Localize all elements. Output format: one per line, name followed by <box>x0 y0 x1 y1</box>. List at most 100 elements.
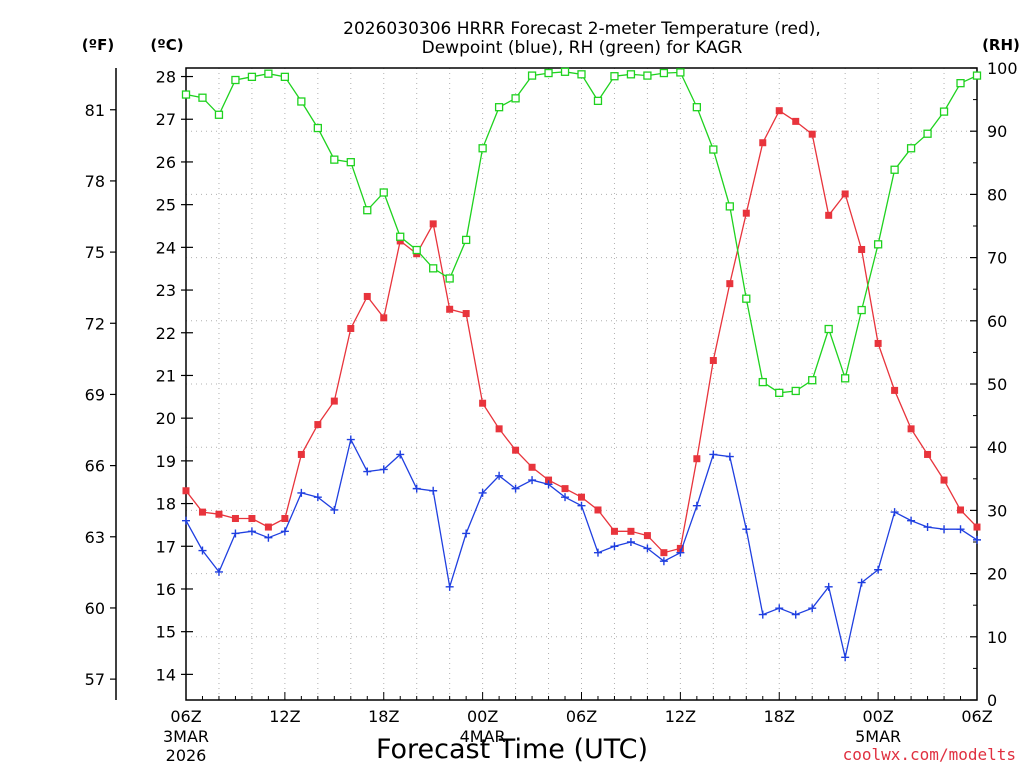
rh-point <box>676 68 685 77</box>
temperature-point <box>610 527 618 535</box>
chart-title-line1: 2026030306 HRRR Forecast 2-meter Tempera… <box>343 19 821 39</box>
temperature-point <box>561 485 569 493</box>
rh-point <box>461 235 471 245</box>
rh-tick-label: 20 <box>987 565 1007 584</box>
temperature-point <box>907 425 915 433</box>
dewpoint-point <box>626 538 635 546</box>
temperature-point <box>248 515 256 523</box>
dewpoint-point <box>742 525 751 534</box>
dewpoint-point <box>824 582 833 591</box>
fahrenheit-tick-label: 66 <box>85 457 105 476</box>
dewpoint-point <box>841 653 850 662</box>
dewpoint-point <box>593 548 602 557</box>
rh-point <box>560 67 570 76</box>
celsius-tick-label: 28 <box>156 68 176 87</box>
temperature-point <box>231 515 239 523</box>
celsius-tick-label: 23 <box>156 281 176 300</box>
rh-point <box>758 377 767 387</box>
rh-tick-label: 60 <box>987 312 1007 331</box>
rh-line <box>185 71 978 394</box>
x-tick-label: 18Z <box>368 707 399 726</box>
series-dewpoint <box>182 435 981 662</box>
tick-labels-layer: 14 15 16 17 18 19 20 21 22 23 24 25 26 27 28 57 60 63 66 69… <box>85 59 1018 765</box>
rh-point <box>775 388 784 397</box>
dewpoint-point <box>264 533 273 542</box>
x-year-label: 2026 <box>166 746 207 765</box>
temperature-point <box>528 463 536 471</box>
dewpoint-point <box>363 467 372 476</box>
dewpoint-point <box>396 450 405 459</box>
celsius-tick-label: 22 <box>156 324 176 343</box>
dewpoint-point <box>313 493 322 502</box>
rh-point <box>841 374 850 383</box>
dewpoint-point <box>412 484 421 493</box>
dewpoint-point <box>214 567 223 576</box>
temperature-point <box>578 493 585 501</box>
dewpoint-point <box>561 493 570 502</box>
dewpoint-point <box>577 501 586 510</box>
fahrenheit-tick-label: 69 <box>85 385 105 404</box>
rh-tick-label: 40 <box>987 438 1007 457</box>
rh-point <box>363 206 372 215</box>
rh-point <box>214 110 224 119</box>
x-tick-label: 00Z <box>467 707 498 726</box>
dewpoint-point <box>462 529 471 538</box>
celsius-tick-label: 21 <box>156 366 176 385</box>
rh-point <box>873 240 883 249</box>
rh-tick-label: 70 <box>987 249 1007 268</box>
temperature-point <box>643 532 651 540</box>
temperature-point <box>446 305 454 313</box>
temperature-point <box>627 527 635 535</box>
celsius-tick-label: 19 <box>156 452 176 471</box>
dewpoint-point <box>247 527 256 536</box>
series-temperature <box>182 107 981 557</box>
temperature-point <box>429 220 437 228</box>
dewpoint-point <box>973 535 981 544</box>
celsius-tick-label: 26 <box>156 153 176 172</box>
dewpoint-point <box>874 565 883 574</box>
dewpoint-point <box>676 548 685 557</box>
rh-point <box>396 232 405 241</box>
dewpoint-point <box>692 501 701 510</box>
rh-tick-label: 100 <box>987 59 1018 78</box>
rh-point <box>313 123 322 133</box>
celsius-tick-label: 27 <box>156 110 176 129</box>
temperature-point <box>858 245 866 253</box>
temperature-point <box>808 130 816 138</box>
temperature-point <box>495 425 503 433</box>
rh-point <box>593 96 603 106</box>
rh-point <box>181 90 191 99</box>
x-tick-label: 06Z <box>961 707 992 726</box>
temperature-point <box>396 237 404 245</box>
temperature-point <box>198 508 206 516</box>
dewpoint-point <box>857 578 866 587</box>
rh-tick-label: 90 <box>987 122 1007 141</box>
dewpoint-point <box>528 476 537 485</box>
fahrenheit-tick-label: 57 <box>85 670 105 689</box>
celsius-tick-label: 18 <box>156 495 176 514</box>
rh-point <box>742 294 751 303</box>
rh-point <box>544 68 553 78</box>
rh-point <box>346 158 355 167</box>
temperature-point <box>479 399 487 407</box>
x-tick-label: 12Z <box>665 707 696 726</box>
dewpoint-point <box>775 604 784 613</box>
grid-layer <box>186 68 977 700</box>
rh-point <box>791 386 800 396</box>
dewpoint-point <box>544 480 553 489</box>
celsius-tick-label: 24 <box>156 238 176 257</box>
x-tick-label: 06Z <box>170 707 201 726</box>
temperature-point <box>545 476 553 484</box>
rh-point <box>247 72 257 81</box>
dewpoint-point <box>725 452 734 461</box>
rh-point <box>494 103 504 112</box>
temperature-point <box>891 386 899 394</box>
dewpoint-point <box>429 486 438 495</box>
chart-title-line2: Dewpoint (blue), RH (green) for KAGR <box>422 38 743 58</box>
dewpoint-point <box>709 450 718 459</box>
rh-point <box>445 274 454 283</box>
dewpoint-point <box>379 465 388 474</box>
celsius-tick-label: 20 <box>156 409 176 428</box>
temperature-point <box>940 476 948 484</box>
